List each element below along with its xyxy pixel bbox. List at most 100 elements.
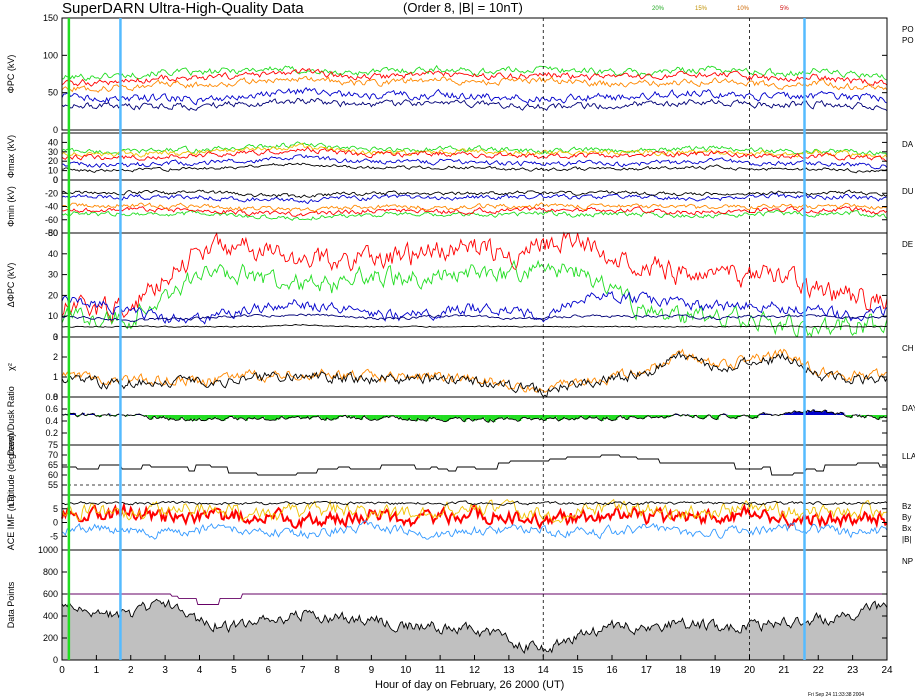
ratio-bar (285, 415, 288, 420)
ratio-bar (371, 415, 374, 421)
ratio-bar (264, 415, 267, 420)
y-tick-label-dpc: 50 (48, 228, 58, 238)
ratio-bar (667, 415, 670, 417)
x-tick-label: 0 (59, 665, 65, 676)
ratio-bar (880, 415, 883, 418)
fill-layer (62, 409, 888, 660)
ratio-bar (204, 415, 207, 421)
ratio-bar (510, 415, 513, 420)
y-tick-label-chi: 3 (53, 332, 58, 342)
ratio-bar (837, 412, 840, 415)
ratio-bar (165, 415, 168, 419)
timestamp: Fri Sep 24 11:33:38 2004 (808, 692, 865, 698)
x-tick-label: 4 (197, 665, 203, 676)
ratio-bar (185, 415, 188, 421)
ratio-bar (809, 411, 812, 415)
ratio-bar (613, 415, 616, 421)
ratio-bar (691, 415, 694, 417)
ratio-bar (764, 414, 767, 415)
ratio-bar (450, 415, 453, 419)
ratio-bar (426, 415, 429, 422)
ratio-bar (280, 415, 283, 418)
ratio-bar (333, 415, 336, 419)
ratio-bar (233, 415, 236, 419)
x-tick-label: 15 (572, 665, 584, 676)
x-axis-label: Hour of day on February, 26 2000 (UT) (375, 679, 565, 691)
right-label-min: DU (902, 187, 914, 196)
ratio-bar (634, 415, 637, 417)
ratio-bar (163, 415, 166, 417)
ratio-bar (539, 415, 542, 420)
ratio-bar (807, 410, 810, 415)
ratio-bar (799, 411, 802, 415)
y-tick-label-pts: 0 (53, 655, 58, 665)
ratio-bar (711, 415, 714, 418)
ratio-bar (422, 415, 425, 420)
ratio-bar (467, 415, 470, 419)
ratio-bar (546, 415, 549, 419)
ratio-bar (75, 415, 78, 416)
ratio-bar (479, 415, 482, 420)
x-tick-label: 3 (162, 665, 168, 676)
ratio-bar (355, 415, 358, 419)
ratio-bar (275, 415, 278, 421)
panel-frame-max (61, 132, 888, 181)
ratio-bar (825, 410, 828, 415)
ratio-bar (168, 415, 171, 421)
y-tick-label-imf: 5 (53, 504, 58, 514)
ratio-bar (170, 415, 173, 419)
ratio-bar (299, 415, 302, 417)
ratio-bar (538, 415, 541, 419)
ratio-bar (441, 415, 444, 421)
panel-frame-dpc (61, 232, 888, 338)
ratio-bar (474, 415, 477, 420)
ratio-bar (498, 415, 501, 418)
pct-label-20: 20% (652, 6, 665, 12)
ratio-bar (596, 415, 599, 417)
ratio-bar (622, 415, 625, 419)
right-label-ratio: DAY (902, 404, 915, 413)
ratio-bar (361, 415, 364, 420)
ratio-bar (273, 415, 276, 420)
ratio-bar (569, 415, 572, 420)
ratio-bar (838, 413, 841, 415)
ratio-bar (395, 415, 398, 418)
x-tick-label: 7 (300, 665, 306, 676)
ratio-bar (182, 415, 185, 418)
ratio-bar (221, 415, 224, 421)
ratio-bar (591, 415, 594, 418)
ratio-bar (312, 415, 315, 417)
ratio-bar (257, 415, 260, 420)
series-lat-0 (62, 454, 887, 476)
y-tick-label-pts: 1000 (38, 545, 58, 555)
ratio-bar (869, 415, 872, 416)
ratio-bar (555, 415, 558, 418)
ratio-bar (541, 415, 544, 419)
ratio-bar (462, 415, 465, 421)
ratio-bar (627, 415, 630, 420)
y-tick-label-ratio: 0.2 (45, 428, 58, 438)
ratio-bar (338, 415, 341, 417)
x-tick-label: 9 (369, 665, 375, 676)
ratio-bar (656, 415, 659, 417)
ratio-bar (282, 415, 285, 417)
ratio-bar (484, 415, 487, 421)
ratio-bar (447, 415, 450, 422)
ratio-bar (369, 415, 372, 421)
x-tick-label: 10 (400, 665, 412, 676)
series-min-2 (61, 202, 888, 213)
ratio-bar (302, 415, 305, 418)
y-tick-label-dpc: 40 (48, 249, 58, 259)
series-max-2 (61, 146, 888, 163)
series-chi-1 (61, 350, 888, 398)
right-label-imf: |B| (902, 535, 912, 544)
y-tick-label-min: 0 (53, 175, 58, 185)
x-tick-label: 19 (710, 665, 722, 676)
ratio-bar (532, 415, 535, 420)
ratio-bar (206, 415, 209, 421)
ratio-bar (324, 415, 327, 421)
ratio-bar (268, 415, 271, 420)
ratio-bar (728, 415, 731, 418)
series-pc-2 (61, 75, 888, 93)
ratio-bar (404, 415, 407, 420)
